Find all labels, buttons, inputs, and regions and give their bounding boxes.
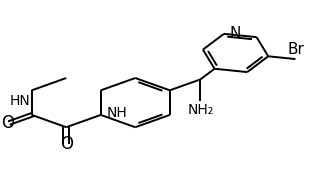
Text: HN: HN — [9, 94, 30, 108]
Text: Br: Br — [287, 42, 304, 57]
Text: O: O — [1, 114, 14, 132]
Text: N: N — [229, 26, 241, 41]
Text: NH₂: NH₂ — [187, 103, 213, 118]
Text: O: O — [60, 135, 73, 153]
Text: NH: NH — [107, 106, 128, 120]
